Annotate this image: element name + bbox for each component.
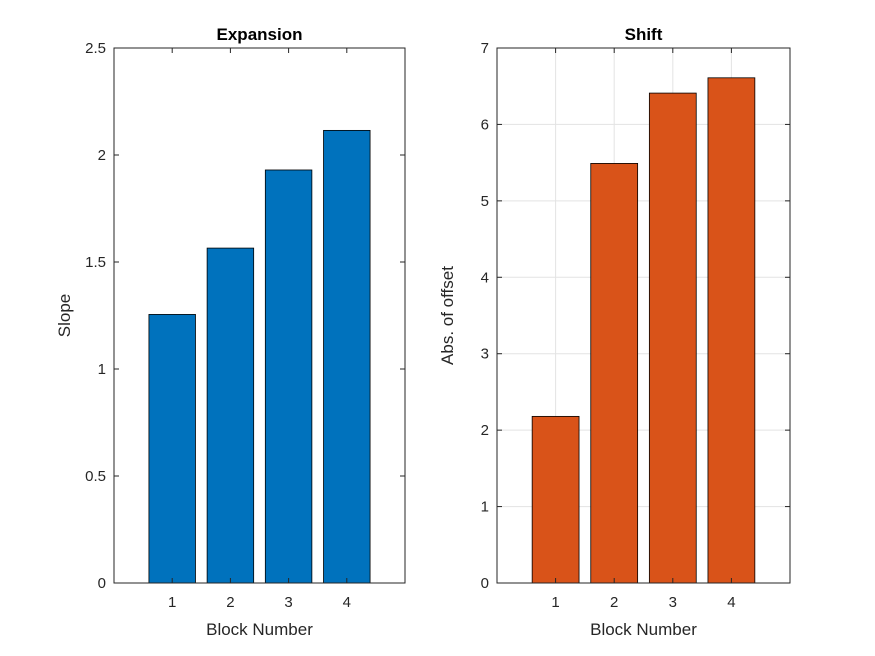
shift-y-tick-label: 3 [481, 346, 489, 363]
shift-bar-4 [707, 77, 756, 584]
shift-y-tick-label: 2 [481, 422, 489, 439]
expansion-bar-1 [148, 314, 196, 584]
expansion-bar-4 [323, 129, 371, 584]
expansion-y-axis-label: Slope [55, 294, 74, 337]
expansion-y-tick-label: 0.5 [85, 468, 106, 485]
shift-axes-frame [496, 47, 791, 584]
shift-bar-1 [531, 415, 580, 584]
expansion-x-tick-label: 2 [226, 594, 234, 611]
shift-x-tick-label: 4 [727, 594, 735, 611]
shift-bar-3 [648, 92, 697, 584]
expansion-ticks: 0 0.5 1 1.5 2 2.5 1 2 3 4 [85, 40, 405, 611]
shift-x-axis-label: Block Number [590, 620, 697, 639]
shift-x-tick-label: 1 [551, 594, 559, 611]
expansion-x-tick-label: 1 [168, 594, 176, 611]
shift-y-tick-label: 6 [481, 116, 489, 133]
shift-y-tick-label: 0 [481, 575, 489, 592]
expansion-y-tick-label: 1 [98, 361, 106, 378]
expansion-bar-3 [264, 169, 313, 584]
expansion-y-tick-label: 2 [98, 147, 106, 164]
expansion-x-tick-label: 4 [343, 594, 351, 611]
shift-y-tick-label: 5 [481, 193, 489, 210]
expansion-bars [148, 129, 371, 584]
expansion-title: Expansion [217, 25, 303, 44]
shift-y-tick-label: 4 [481, 269, 489, 286]
expansion-y-tick-label: 0 [98, 575, 106, 592]
shift-x-tick-label: 3 [669, 594, 677, 611]
shift-x-tick-label: 2 [610, 594, 618, 611]
shift-panel: 0 1 2 3 4 5 6 7 1 2 3 4 Shift Block Number Abs. of … [438, 25, 791, 639]
expansion-y-tick-label: 2.5 [85, 40, 106, 57]
shift-y-tick-label: 7 [481, 40, 489, 57]
expansion-x-axis-label: Block Number [206, 620, 313, 639]
expansion-y-tick-label: 1.5 [85, 254, 106, 271]
shift-bar-2 [590, 163, 639, 584]
shift-y-tick-label: 1 [481, 499, 489, 516]
shift-ticks: 0 1 2 3 4 5 6 7 1 2 3 4 [481, 40, 790, 611]
shift-bars [531, 77, 756, 584]
shift-title: Shift [625, 25, 663, 44]
expansion-x-tick-label: 3 [284, 594, 292, 611]
expansion-axes-frame [113, 47, 406, 584]
shift-y-axis-label: Abs. of offset [438, 266, 457, 365]
expansion-panel: 00.511.522.51 2 3 4 Expansion Block Number … [55, 25, 406, 639]
expansion-bar-2 [206, 247, 255, 584]
